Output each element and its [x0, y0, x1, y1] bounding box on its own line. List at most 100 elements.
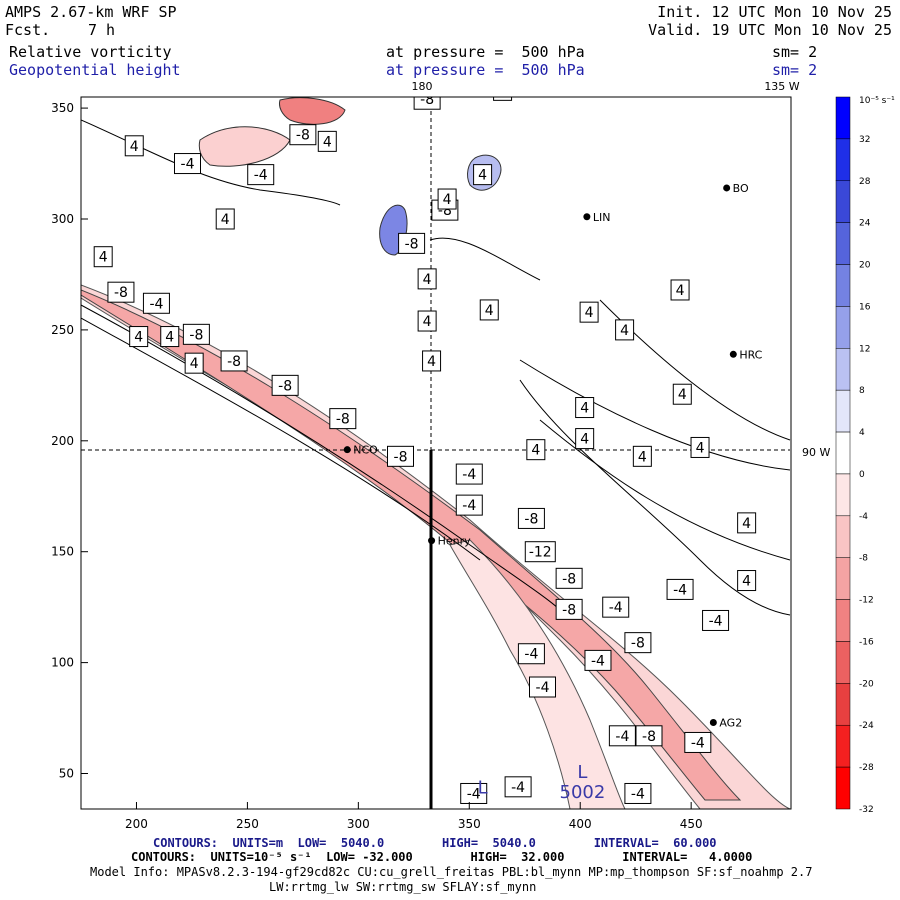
- contour-label-box: [129, 326, 149, 348]
- contour-label-box: [624, 632, 652, 654]
- contour-label-box: [93, 246, 113, 268]
- colorbar-swatch: [835, 724, 851, 768]
- pressure2-label: at pressure = 500 hPa: [386, 61, 585, 79]
- contour-label-box: [289, 124, 317, 146]
- colorbar-swatch: [835, 431, 851, 475]
- sm2-label: sm= 2: [772, 61, 818, 79]
- colorbar-swatch: [835, 599, 851, 642]
- contour-label-box: [417, 310, 437, 332]
- contour-label: -4: [467, 786, 481, 802]
- contour-label: -4: [631, 786, 645, 802]
- contour-label-box: [184, 352, 204, 374]
- contour-label-box: [271, 374, 299, 396]
- contour-label-box: [479, 299, 499, 321]
- contour-label-box: [473, 164, 493, 186]
- colorbar-level: -12: [859, 596, 874, 606]
- contour-label: -8: [278, 378, 292, 394]
- contour-label-box: [417, 268, 437, 290]
- contour-label-box: [737, 570, 757, 592]
- contour-label: 4: [478, 168, 487, 184]
- forecast-value: 7 h: [88, 21, 116, 39]
- colorbar-swatch: [835, 389, 851, 433]
- colorbar-swatch: [835, 515, 851, 558]
- contour-label-box: [247, 164, 275, 186]
- colorbar-swatch: [835, 96, 851, 140]
- x-tick-label: 400: [569, 817, 592, 831]
- lon-90w-label: 90 W: [802, 446, 830, 459]
- footer-model-info: Model Info: MPASv8.2.3-194-gf29cd82c CU:…: [90, 865, 813, 879]
- colorbar-level: -16: [859, 637, 874, 647]
- plot-frame: [80, 96, 792, 810]
- contour-label-box: [575, 428, 595, 450]
- colorbar-level: 16: [859, 302, 871, 312]
- x-tick-label: 450: [680, 817, 703, 831]
- contour-label: -4: [181, 157, 195, 173]
- contour-label: -8: [420, 92, 434, 108]
- colorbar-swatch: [835, 473, 851, 517]
- init-time: Init. 12 UTC Mon 10 Nov 25: [657, 3, 892, 21]
- contour-label-box: [555, 598, 583, 620]
- station-marker: [729, 350, 737, 358]
- station-label: HRC: [739, 348, 762, 361]
- contour-label-box: [455, 494, 483, 516]
- contour-label: -8: [189, 327, 203, 343]
- contour-label: -4: [609, 600, 623, 616]
- contour-label-box: [737, 512, 757, 534]
- contour-label: -4: [524, 647, 538, 663]
- colorbar-swatch: [835, 348, 851, 391]
- x-tick-label: 350: [458, 817, 481, 831]
- y-tick-label: 350: [51, 101, 74, 115]
- colorbar-level: 8: [859, 386, 865, 396]
- contour-label-box: [526, 439, 546, 461]
- contour-label-box: [460, 782, 488, 804]
- colorbar-level: -20: [859, 679, 874, 689]
- low-marker: 5002: [560, 782, 606, 803]
- y-tick-label: 200: [51, 434, 74, 448]
- contour-label-box: [215, 208, 235, 230]
- colorbar-swatch: [835, 180, 851, 223]
- contour-label: 4: [676, 283, 685, 299]
- x-axis: 200 250 300 350 400 450: [125, 802, 703, 831]
- contour-label-box: [690, 436, 710, 458]
- colorbar-level: 24: [859, 219, 871, 229]
- low-marker: L: [577, 762, 587, 783]
- y-tick-label: 100: [51, 656, 74, 670]
- pressure1-label: at pressure = 500 hPa: [386, 43, 585, 61]
- contour-label-box: [124, 135, 144, 157]
- contour-label-box: [504, 776, 532, 798]
- contour-label: 4: [531, 443, 540, 459]
- field2-label: Geopotential height: [9, 61, 181, 79]
- colorbar-swatch: [835, 683, 851, 726]
- contour-label: -8: [642, 729, 656, 745]
- contour-label: 4: [221, 212, 230, 228]
- colorbar-swatch: [835, 306, 851, 349]
- station-marker: [583, 213, 591, 221]
- contour-label: -8: [296, 128, 310, 144]
- contour-label-box: [422, 350, 442, 372]
- station-marker: [723, 184, 731, 192]
- contour-label-box: [555, 567, 583, 589]
- colorbar-swatch: [835, 766, 851, 810]
- contour-label: -12: [529, 545, 552, 561]
- contour-label-box: [584, 649, 612, 671]
- valid-time: Valid. 19 UTC Mon 10 Nov 25: [648, 21, 892, 39]
- contour-label: 4: [99, 250, 108, 266]
- contour-label: -4: [691, 735, 705, 751]
- colorbar-level: 0: [859, 470, 865, 480]
- contour-label: -8: [114, 285, 128, 301]
- contour-label-box: [437, 188, 457, 210]
- contour-label: 4: [443, 192, 452, 208]
- contour-label: 4: [190, 356, 199, 372]
- contour-label-box: [220, 350, 248, 372]
- colorbar-swatch: [835, 264, 851, 307]
- contour-label-box: [670, 279, 690, 301]
- footer-height-contours: CONTOURS: UNITS=m LOW= 5040.0 HIGH= 5040…: [153, 836, 717, 850]
- lon-135w-label: 135 W: [764, 80, 799, 93]
- colorbar-level: -28: [859, 763, 874, 773]
- contour-label: 4: [580, 432, 589, 448]
- x-tick-label: 250: [236, 817, 259, 831]
- contour-label: -8: [405, 236, 419, 252]
- contour-label-box: [174, 153, 201, 175]
- contour-label-box: [413, 97, 441, 110]
